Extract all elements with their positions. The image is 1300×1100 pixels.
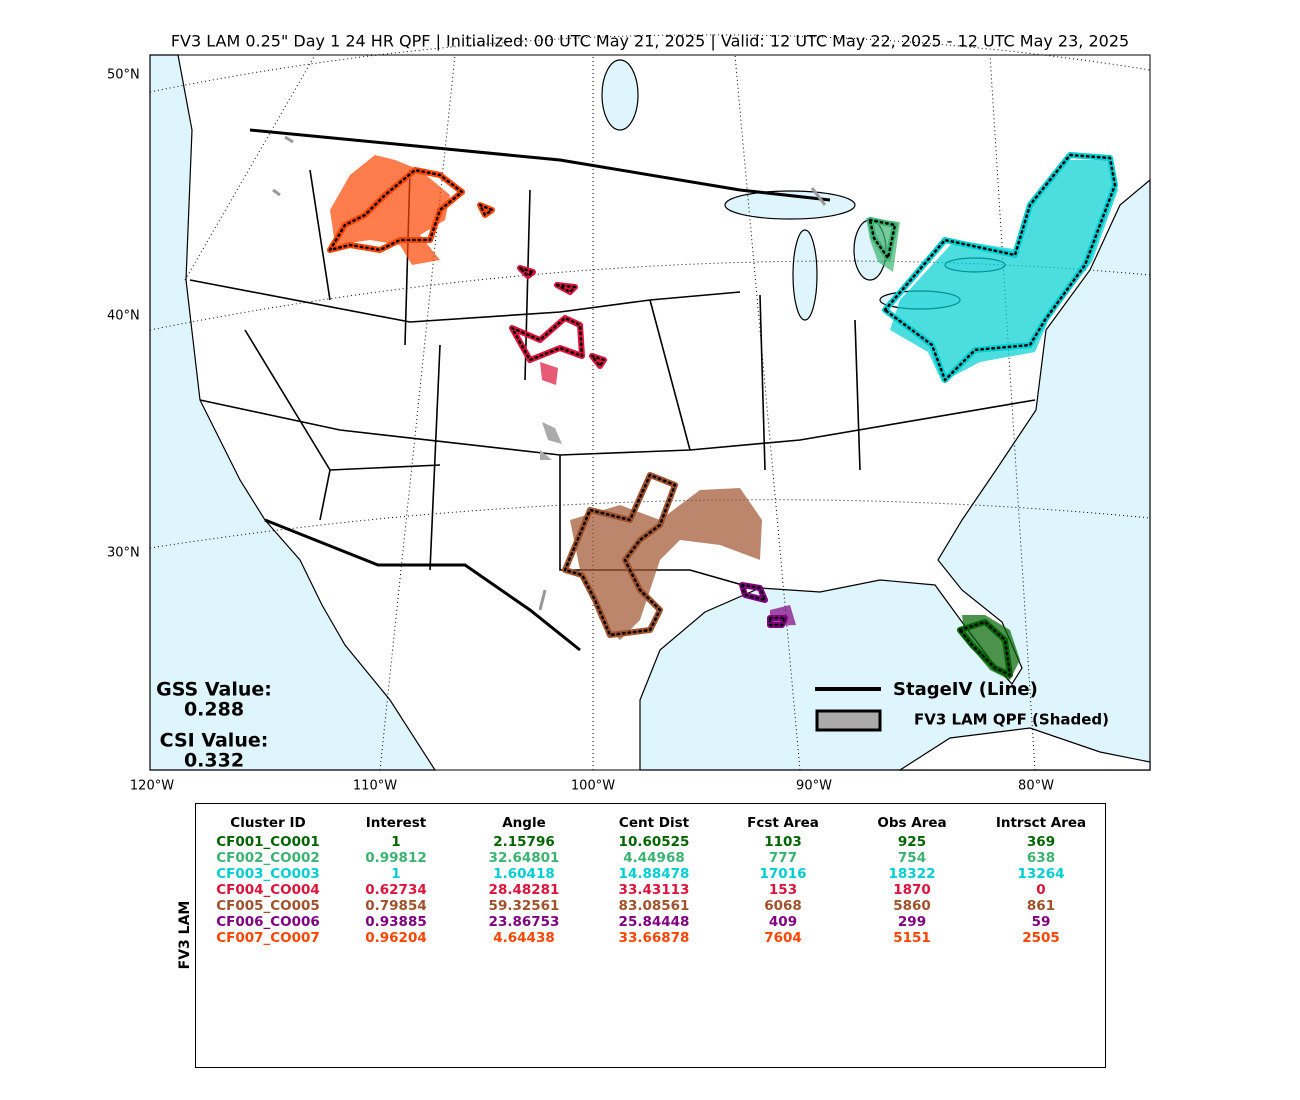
lake: [601, 59, 639, 131]
table-cell: 33.43113: [619, 882, 690, 898]
table-cell: 14.88478: [619, 866, 690, 882]
qpf-shade: [540, 362, 558, 385]
table-cell: 13264: [1018, 866, 1065, 882]
unmatched-qpf: [540, 422, 562, 460]
border: [249, 128, 831, 652]
obs-outline-dots: [740, 583, 787, 627]
unmatched-obs: [272, 135, 827, 611]
table-cell: 1: [391, 866, 400, 882]
table-cell: 6068: [764, 898, 802, 914]
table-cell: 59: [1032, 914, 1051, 930]
table-cell: 777: [769, 850, 797, 866]
table-cell: 153: [769, 882, 797, 898]
column-header: Angle: [502, 815, 546, 831]
legend-label: StageIV (Line): [893, 679, 1038, 700]
pacific: [149, 54, 437, 771]
obs-outline-dots: [510, 266, 606, 368]
lat-label: 40°N: [107, 309, 140, 324]
table-cell: 23.86753: [489, 914, 560, 930]
obs-outline-dots: [958, 620, 1012, 677]
table-cell: 1.60418: [493, 866, 555, 882]
map-frame: [149, 54, 1151, 771]
column-header: Obs Area: [877, 815, 946, 831]
obs-outline-dots: [563, 473, 677, 637]
table-cell: 28.48281: [489, 882, 560, 898]
table-cell: 754: [898, 850, 926, 866]
table-cell: CF001_CO001: [216, 834, 320, 850]
table-cell: 83.08561: [619, 898, 690, 914]
table-cell: 32.64801: [489, 850, 560, 866]
table-cell: 4.44968: [623, 850, 685, 866]
column-header: Intrsct Area: [996, 815, 1086, 831]
table-cell: 638: [1027, 850, 1055, 866]
qpf-shade: [570, 488, 762, 640]
table-cell: 5151: [893, 930, 931, 946]
score-label: CSI Value:: [160, 730, 269, 752]
legend-swatch: [815, 709, 882, 732]
table-cell: 0.93885: [365, 914, 427, 930]
title: FV3 LAM 0.25" Day 1 24 HR QPF | Initiali…: [171, 32, 1129, 51]
obs-outline-dots: [883, 153, 1117, 382]
table-cell: CF003_CO003: [216, 866, 320, 882]
lon-label: 120°W: [130, 779, 174, 794]
table-cell: 17016: [760, 866, 807, 882]
lake: [792, 229, 818, 321]
obs-outline-dots: [328, 168, 494, 252]
side-label: FV3 LAM: [177, 901, 193, 970]
column-header: Fcst Area: [747, 815, 819, 831]
table-cell: 299: [898, 914, 926, 930]
table-cell: CF006_CO006: [216, 914, 320, 930]
table-cell: 25.84448: [619, 914, 690, 930]
table-cell: 2.15796: [493, 834, 555, 850]
table-cell: 2505: [1022, 930, 1060, 946]
table-cell: CF004_CO004: [216, 882, 320, 898]
table-frame: [195, 803, 1106, 1068]
table-cell: 409: [769, 914, 797, 930]
column-header: Cent Dist: [619, 815, 690, 831]
table-cell: 0.96204: [365, 930, 427, 946]
table-cell: 0.62734: [365, 882, 427, 898]
table-cell: CF005_CO005: [216, 898, 320, 914]
table-cell: CF007_CO007: [216, 930, 320, 946]
score-value: 0.332: [184, 750, 244, 772]
table-cell: 18322: [889, 866, 936, 882]
score-value: 0.288: [184, 699, 244, 721]
stats-table: FV3 LAM Cluster ID Interest Angle Cent Dist…: [177, 803, 1106, 1068]
table-cell: 1103: [764, 834, 802, 850]
table-cell: 5860: [893, 898, 931, 914]
column-header: Cluster ID: [230, 815, 305, 831]
table-cell: 59.32561: [489, 898, 560, 914]
column-header: Interest: [366, 815, 427, 831]
table-cell: 1: [391, 834, 400, 850]
legend-label: FV3 LAM QPF (Shaded): [914, 711, 1109, 729]
lon-label: 100°W: [571, 779, 615, 794]
table-cell: 7604: [764, 930, 802, 946]
table-cell: 0.79854: [365, 898, 427, 914]
qpf-shade: [890, 160, 1118, 382]
obs-outline-dots: [868, 218, 897, 260]
table-cell: 861: [1027, 898, 1055, 914]
table-cell: 925: [898, 834, 926, 850]
graticule: [149, 34, 1151, 771]
score-label: GSS Value:: [156, 679, 272, 701]
table-cell: 0.99812: [365, 850, 427, 866]
table-cell: 0: [1036, 882, 1045, 898]
lon-label: 80°W: [1018, 779, 1054, 794]
table-cell: 369: [1027, 834, 1055, 850]
lon-label: 90°W: [796, 779, 832, 794]
lon-label: 110°W: [353, 779, 397, 794]
map: 50°N 40°N 30°N 120°W 110°W 100°W 90°W 80…: [107, 34, 1151, 794]
table-cell: 33.66878: [619, 930, 690, 946]
table-cell: 4.64438: [493, 930, 555, 946]
lat-label: 50°N: [107, 68, 140, 83]
table-cell: 10.60525: [619, 834, 690, 850]
table-cell: CF002_CO002: [216, 850, 320, 866]
lat-label: 30°N: [107, 546, 140, 561]
table-cell: 1870: [893, 882, 931, 898]
